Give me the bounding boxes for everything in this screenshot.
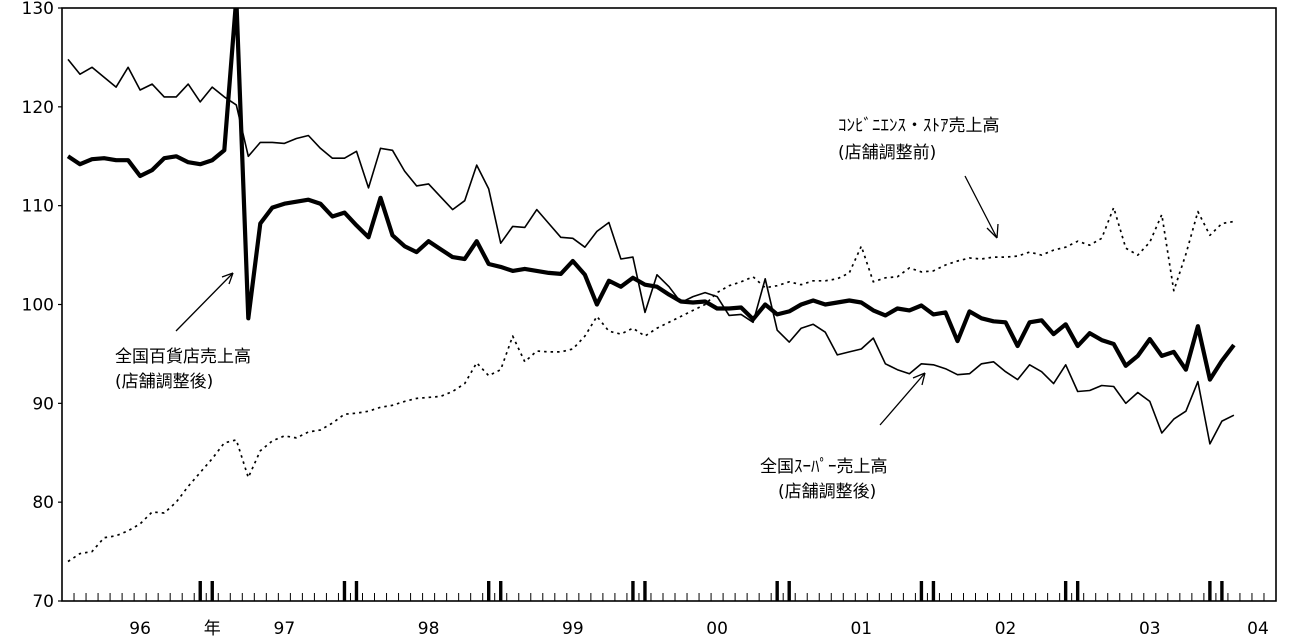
y-tick-label-120: 120	[22, 98, 54, 118]
y-tick-label-110: 110	[22, 197, 54, 217]
x-tick-label-99: 99	[562, 619, 584, 639]
annotation-dept-line1: 全国百貨店売上高	[115, 347, 251, 367]
x-tick-label-04: 04	[1247, 619, 1269, 639]
series-line-0	[66, 8, 1236, 382]
x-tick-label-02: 02	[995, 619, 1017, 639]
y-tick-label-70: 70	[32, 592, 54, 612]
annotation-super-line1: 全国ｽｰﾊﾟｰ売上高	[760, 457, 888, 477]
annotation-dept-arrowhead	[221, 272, 234, 285]
x-tick-label-98: 98	[418, 619, 440, 639]
series-line-1	[67, 58, 1235, 445]
x-tick-label-年: 年	[204, 619, 221, 639]
annotation-super-arrowhead	[912, 372, 926, 386]
annotation-super-arrow	[879, 372, 926, 426]
series-line-2	[67, 206, 1235, 563]
annotation-dept-arrow	[175, 272, 234, 332]
annotation-conv-line1: ｺﾝﾋﾞﾆｴﾝｽ・ｽﾄｱ売上高	[838, 116, 1000, 136]
x-tick-label-03: 03	[1139, 619, 1161, 639]
annotation-conv-arrowhead	[986, 223, 999, 239]
annotation-super-line2: (店舗調整後)	[778, 482, 876, 502]
x-tick-label-00: 00	[706, 619, 728, 639]
annotation-conv-arrow	[964, 175, 998, 239]
annotation-dept-line2: (店舗調整後)	[115, 372, 213, 392]
plot-frame	[61, 7, 1277, 602]
annotation-conv-line2: (店舗調整前)	[838, 143, 936, 163]
x-tick-label-01: 01	[850, 619, 872, 639]
y-tick-label-100: 100	[22, 296, 54, 316]
y-tick-label-80: 80	[32, 493, 54, 513]
y-tick-label-90: 90	[32, 394, 54, 414]
y-tick-label-130: 130	[22, 0, 54, 19]
x-tick-label-96: 96	[129, 619, 151, 639]
x-tick-label-97: 97	[274, 619, 296, 639]
